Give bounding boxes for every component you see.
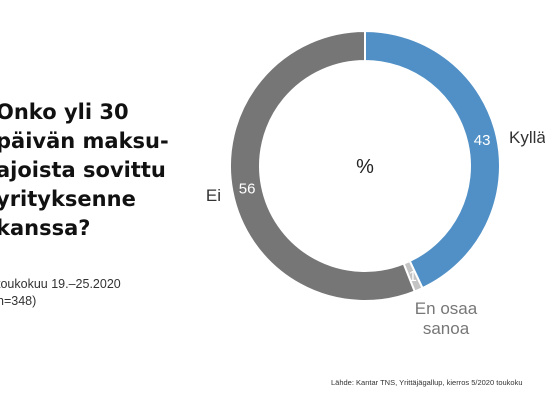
survey-meta: toukokuu 19.–25.2020 n=348) (0, 276, 121, 310)
question-line-5: kanssa? (0, 216, 91, 240)
survey-period: toukokuu 19.–25.2020 (0, 277, 121, 291)
center-unit-label: % (356, 156, 374, 178)
slice-value-kyllä: 43 (474, 132, 491, 149)
category-label-kylla: Kyllä (509, 128, 545, 147)
donut-slice-kyllä (364, 29, 501, 290)
donut-slice-ei (229, 29, 416, 302)
slice-value-en-osaa-sanoa: 1 (408, 268, 416, 285)
question-line-4: yrityksenne (0, 187, 136, 211)
category-label-en-osaa-sanoa-line-2: sanoa (423, 319, 470, 338)
question-line-3: ajoista sovittu (0, 158, 166, 182)
question-line-2: päivän maksu- (0, 129, 169, 153)
source-note: Lähde: Kantar TNS, Yrittäjägallup, kierr… (331, 378, 523, 387)
chart-question-title: Onko yli 30 päivän maksu- ajoista sovitt… (0, 98, 196, 243)
category-label-ei: Ei (206, 186, 221, 205)
category-label-en-osaa-sanoa-line-1: En osaa (415, 299, 478, 318)
survey-sample-size: n=348) (0, 294, 37, 308)
slice-value-ei: 56 (239, 180, 256, 197)
question-line-1: Onko yli 30 (0, 100, 129, 124)
